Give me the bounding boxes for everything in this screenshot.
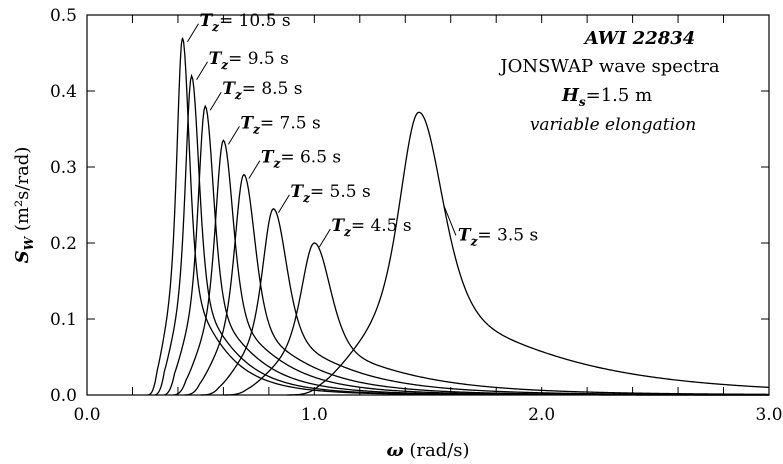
series-label: Tz= 6.5 s [261, 148, 341, 171]
chart-subtitle: JONSWAP wave spectra [498, 56, 720, 77]
hs-annotation: Hs=1.5 m [561, 85, 652, 109]
series-label: Tz= 5.5 s [290, 182, 370, 205]
y-tick-label: 0.1 [50, 310, 77, 330]
y-axis-title: SW (m²s/rad) [12, 147, 36, 264]
series-line-6 [223, 242, 770, 396]
series-line-4 [184, 173, 769, 396]
series-label: Tz= 8.5 s [222, 79, 302, 102]
y-tick-label: 0.4 [50, 82, 77, 102]
x-tick-label: 0.0 [73, 405, 100, 425]
series-leader [277, 194, 290, 214]
y-tick-label: 0.5 [50, 6, 77, 26]
series-label: Tz= 3.5 s [458, 225, 538, 248]
elongation-note: variable elongation [530, 115, 696, 135]
y-tick-label: 0.2 [50, 234, 77, 254]
series-curves [148, 37, 770, 396]
series-leader [318, 228, 331, 248]
series-label: Tz= 7.5 s [240, 113, 320, 136]
x-axis-title: ω (rad/s) [386, 440, 469, 461]
x-tick-label: 2.0 [528, 405, 555, 425]
series-label: Tz= 9.5 s [209, 49, 289, 72]
chart-title: AWI 22834 [583, 28, 696, 49]
x-tick-label: 1.0 [301, 405, 328, 425]
y-tick-label: 0.3 [50, 158, 77, 178]
series-label: Tz= 10.5 s [199, 11, 290, 34]
axis-ticks: 0.0 0.1 0.2 0.3 0.4 0.5 0.0 1.0 2.0 3.0 [50, 6, 783, 425]
series-leader [209, 91, 222, 111]
series-leader [187, 23, 199, 43]
series-leader [443, 205, 457, 236]
series-line-7 [287, 111, 770, 396]
series-label: Tz= 4.5 s [331, 216, 411, 239]
series-labels: Tz= 10.5 s Tz= 9.5 s Tz= 8.5 s Tz= 7.5 s Tz=… [187, 11, 538, 248]
series-leader [248, 160, 261, 179]
series-leader [227, 126, 240, 145]
series-line-5 [200, 208, 769, 396]
y-tick-label: 0.0 [50, 386, 77, 406]
series-line-2 [164, 104, 769, 396]
series-leader [196, 61, 208, 81]
x-tick-label: 3.0 [755, 405, 782, 425]
